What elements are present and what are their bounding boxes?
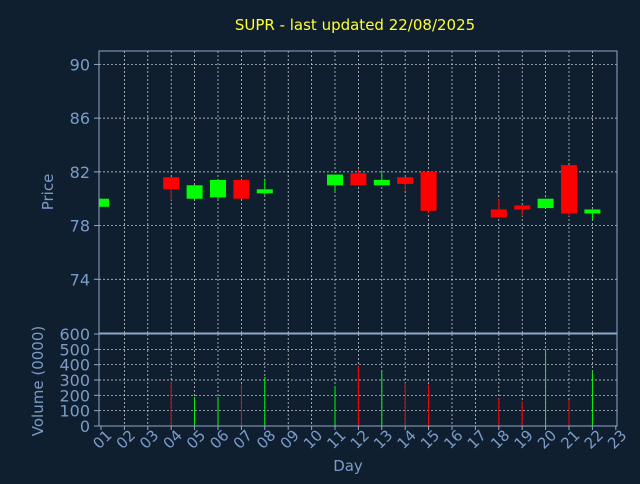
x-tick-label: 15: [417, 426, 443, 452]
volume-tick-label: 100: [59, 402, 90, 421]
x-tick-label: 02: [113, 426, 139, 452]
price-tick-label: 86: [70, 109, 90, 128]
volume-tick-label: 600: [59, 325, 90, 344]
candle-body: [99, 198, 109, 207]
candle-body: [233, 179, 250, 199]
volume-tick-label: 400: [59, 356, 90, 375]
x-tick-label: 11: [323, 426, 349, 452]
volume-tick-label: 300: [59, 371, 90, 390]
price-tick-label: 82: [70, 163, 90, 182]
candle-body: [397, 177, 414, 184]
chart-title: SUPR - last updated 22/08/2025: [235, 16, 475, 34]
x-tick-label: 06: [206, 426, 232, 452]
volume-tick-label: 0: [80, 417, 90, 436]
price-panel-frame: [98, 50, 618, 334]
x-tick-label: 16: [440, 426, 466, 452]
x-tick-label: 05: [183, 426, 209, 452]
candle-body: [514, 205, 531, 210]
volume-panel-frame: [98, 333, 618, 427]
data-mark-layer: [99, 165, 601, 426]
x-axis-label: Day: [333, 457, 363, 475]
plot-frame-layer: [98, 50, 618, 427]
x-tick-label: 09: [277, 426, 303, 452]
x-tick-label: 01: [89, 426, 115, 452]
x-tick-label: 08: [253, 426, 279, 452]
x-tick-label: 19: [511, 426, 537, 452]
price-tick-label: 90: [70, 55, 90, 74]
price-panel-bg: [99, 51, 617, 333]
x-tick-label: 03: [136, 426, 162, 452]
candle-body: [163, 177, 180, 190]
candle-body: [327, 174, 343, 186]
x-tick-label: 10: [300, 426, 326, 452]
x-tick-label: 13: [370, 426, 396, 452]
x-tick-label: 04: [160, 426, 186, 452]
x-tick-label: 18: [487, 426, 513, 452]
x-tick-label: 12: [347, 426, 373, 452]
volume-tick-label: 500: [59, 340, 90, 359]
price-tick-label: 74: [70, 270, 90, 289]
x-tick-label: 22: [581, 426, 607, 452]
candle-body: [561, 165, 577, 214]
candle-body: [490, 209, 507, 218]
price-tick-label: 78: [70, 217, 90, 236]
x-tick-label: 23: [604, 426, 630, 452]
candle-body: [186, 185, 203, 199]
candle-body: [537, 198, 554, 209]
candle-body: [210, 179, 226, 198]
volume-tick-label: 200: [59, 386, 90, 405]
volume-axis-label: Volume (0000): [29, 326, 47, 436]
x-tick-label: 20: [534, 426, 560, 452]
candle-body: [373, 179, 390, 186]
x-tick-label: 17: [464, 426, 490, 452]
x-tick-label: 14: [394, 426, 420, 452]
price-axis-label: Price: [39, 174, 57, 211]
candle-body: [350, 173, 367, 186]
candle-body: [584, 209, 601, 214]
x-tick-label: 07: [230, 426, 256, 452]
x-tick-label: 21: [557, 426, 583, 452]
candle-body: [256, 189, 273, 194]
candle-body: [420, 171, 437, 211]
